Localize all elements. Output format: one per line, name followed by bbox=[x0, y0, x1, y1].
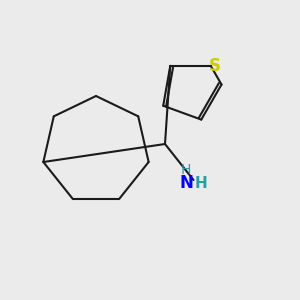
Text: N: N bbox=[179, 174, 193, 192]
Text: H: H bbox=[181, 163, 191, 176]
Text: S: S bbox=[209, 57, 221, 75]
Text: H: H bbox=[195, 176, 207, 190]
